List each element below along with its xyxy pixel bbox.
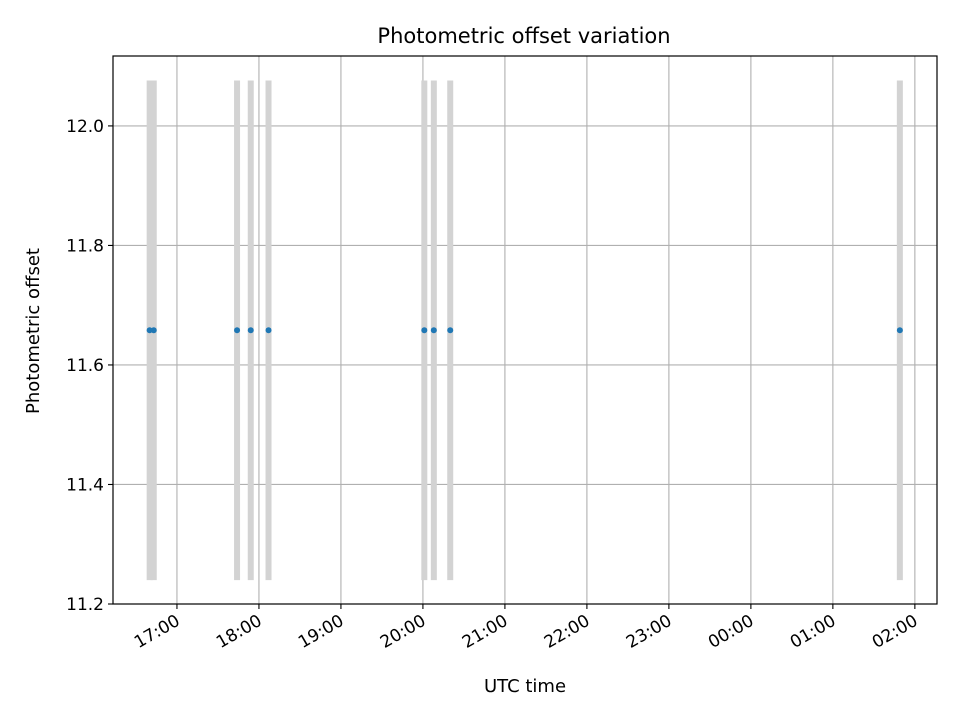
y-tick-label: 11.8 <box>66 236 104 256</box>
data-point <box>896 327 903 334</box>
x-tick-label: 02:00 <box>869 611 921 653</box>
y-axis-ticks: 11.2 11.4 11.6 11.8 12.0 <box>66 117 113 615</box>
x-tick-label: 19:00 <box>295 611 347 653</box>
data-point <box>150 327 157 334</box>
data-point <box>247 327 254 334</box>
y-tick-label: 12.0 <box>66 117 104 137</box>
data-point <box>146 327 153 334</box>
y-tick-label: 11.6 <box>66 356 104 376</box>
data-point <box>421 327 428 334</box>
data-point <box>234 327 241 334</box>
data-point <box>265 327 272 334</box>
data-point <box>447 327 454 334</box>
x-tick-label: 18:00 <box>213 611 265 653</box>
x-tick-label: 20:00 <box>377 611 429 653</box>
data-point <box>430 327 437 334</box>
error-bars <box>146 80 903 581</box>
plot-area-frame <box>112 55 938 605</box>
y-axis-label: Photometric offset <box>23 248 44 414</box>
x-tick-label: 21:00 <box>459 611 511 653</box>
y-tick-label: 11.4 <box>66 475 104 495</box>
y-tick-label: 11.2 <box>66 595 104 615</box>
x-tick-label: 00:00 <box>705 611 757 653</box>
x-tick-label: 17:00 <box>131 611 183 653</box>
x-axis-label: UTC time <box>484 676 566 697</box>
chart-title: Photometric offset variation <box>377 24 670 48</box>
x-tick-label: 23:00 <box>623 611 675 653</box>
x-axis-ticks: 17:00 18:00 19:00 20:00 21:00 22:00 23:00 00:00… <box>131 604 921 653</box>
x-tick-label: 01:00 <box>787 611 839 653</box>
data-points <box>146 327 903 334</box>
x-tick-label: 22:00 <box>541 611 593 653</box>
